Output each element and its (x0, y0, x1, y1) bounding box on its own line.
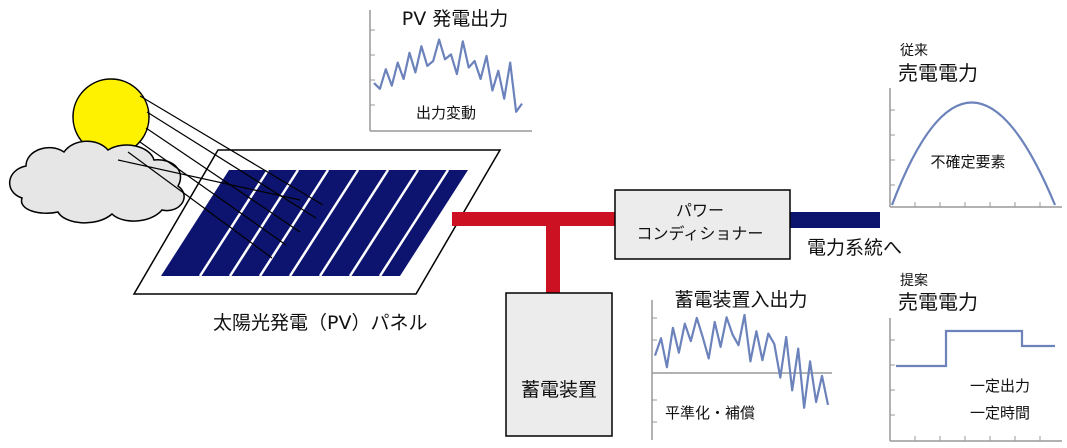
storage-io-graph: 蓄電装置入出力 平準化・補償 (651, 289, 832, 440)
pv-panel-cell-dividers (198, 169, 450, 277)
pv-panel-label: 太陽光発電（PV）パネル (213, 312, 427, 334)
conventional-small-label: 従来 (900, 43, 928, 59)
to-grid-label: 電力系統へ (807, 237, 902, 259)
power-conditioner-label-2: コンディショナー (637, 224, 764, 243)
storage-io-line (653, 313, 830, 409)
proposed-sold-power-graph: 提案 売電電力 一定出力 一定時間 (889, 272, 1062, 442)
pv-output-title: PV 発電出力 (402, 8, 509, 30)
pv-output-graph: PV 発電出力 出力変動 (369, 8, 532, 132)
pv-panel-cells (161, 170, 468, 276)
smoothing-label: 平準化・補償 (665, 404, 755, 422)
constant-output-label: 一定出力 (970, 377, 1030, 395)
constant-time-label: 一定時間 (970, 404, 1030, 422)
dc-line-horizontal (452, 212, 616, 226)
conventional-sold-power-graph: 従来 売電電力 不確定要素 (889, 43, 1062, 208)
conventional-title: 売電電力 (898, 61, 978, 85)
pv-output-line (373, 38, 523, 113)
power-conditioner-box (614, 189, 791, 260)
conventional-curve (890, 101, 1057, 206)
proposed-small-label: 提案 (900, 272, 928, 289)
power-conditioner-label-1: パワー (676, 201, 724, 220)
sun-rays (117, 95, 324, 259)
cloud-icon (9, 140, 185, 224)
proposed-title: 売電電力 (898, 290, 978, 314)
storage-device-label: 蓄電装置 (521, 379, 597, 401)
ac-line (788, 212, 880, 228)
uncertainty-label: 不確定要素 (930, 153, 1005, 171)
pv-fluctuation-label: 出力変動 (416, 104, 476, 122)
storage-io-title: 蓄電装置入出力 (674, 289, 807, 311)
proposed-step-line (896, 329, 1055, 368)
storage-device-box (505, 292, 613, 437)
dc-line-vertical (546, 212, 560, 294)
